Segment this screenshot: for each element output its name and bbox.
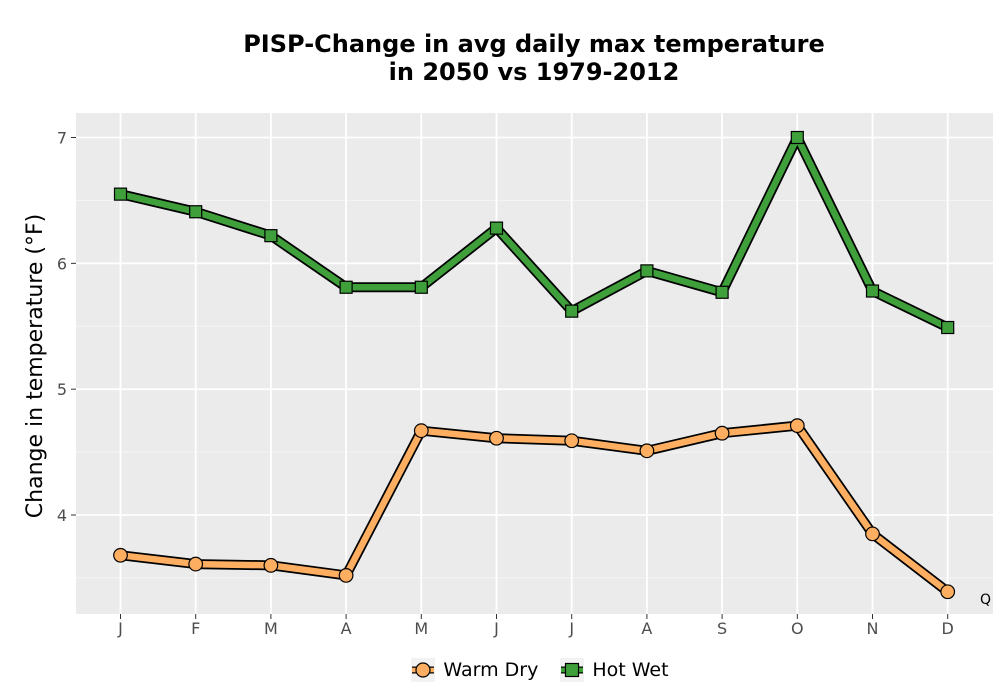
x-tick-label: O [791,619,804,638]
x-tick-label: J [117,619,123,638]
series-line [119,134,950,331]
data-point [489,221,504,235]
data-point [339,280,353,294]
y-tick-label: 5 [57,380,67,399]
data-point [264,229,278,243]
x-tick-label: D [942,619,954,638]
data-point [113,547,128,563]
chart-title-line-2: in 2050 vs 1979-2012 [388,58,680,86]
data-point [865,526,880,542]
axes: 4 5 6 7 J F M A M J J A S O N D [57,129,954,638]
data-point [790,130,804,145]
x-tick-label: M [264,619,278,638]
x-tick-label: S [717,619,727,638]
data-point [941,320,955,335]
x-tick-label: F [191,619,200,638]
data-point [263,557,279,573]
data-point [338,567,354,583]
corner-note: Q [980,592,991,608]
chart-title-line-1: PISP-Change in avg daily max temperature [243,30,825,58]
data-point [413,423,429,439]
series-line [120,422,950,595]
y-tick-label: 6 [57,254,67,273]
data-point [414,280,428,294]
legend-label-hot-wet: Hot Wet [592,659,669,681]
legend-label-warm-dry: Warm Dry [443,659,539,681]
data-point [565,304,579,318]
data-point [564,433,580,449]
legend-key-hot-wet [560,658,585,682]
x-tick-label: J [568,619,574,638]
y-tick-label: 4 [57,506,67,525]
series-hot-wet [113,130,955,335]
data-point [188,556,204,572]
x-tick-label: A [641,619,652,638]
data-point [865,284,880,298]
x-tick-label: N [867,619,879,638]
legend-item-hot-wet: Hot Wet [560,658,669,682]
y-tick-label: 7 [57,129,67,148]
x-tick-label: A [341,619,352,638]
legend-key-warm-dry [411,658,436,682]
series-warm-dry [113,418,956,600]
plot-panel [76,113,993,614]
data-point [640,264,654,278]
y-axis-title: Change in temperature (°F) [23,214,48,518]
chart-title: PISP-Change in avg daily max temperature… [0,30,1000,86]
data-point [639,443,655,459]
data-point [189,205,203,219]
x-tick-label: J [493,619,499,638]
data-point [714,425,730,441]
data-point [489,430,504,446]
data-point [715,285,729,299]
legend: Warm Dry Hot Wet [0,658,1000,682]
data-point [940,584,956,600]
series-layer [113,130,956,600]
data-point [789,418,805,434]
data-point [113,187,128,201]
legend-item-warm-dry: Warm Dry [411,658,538,682]
x-tick-label: M [414,619,428,638]
